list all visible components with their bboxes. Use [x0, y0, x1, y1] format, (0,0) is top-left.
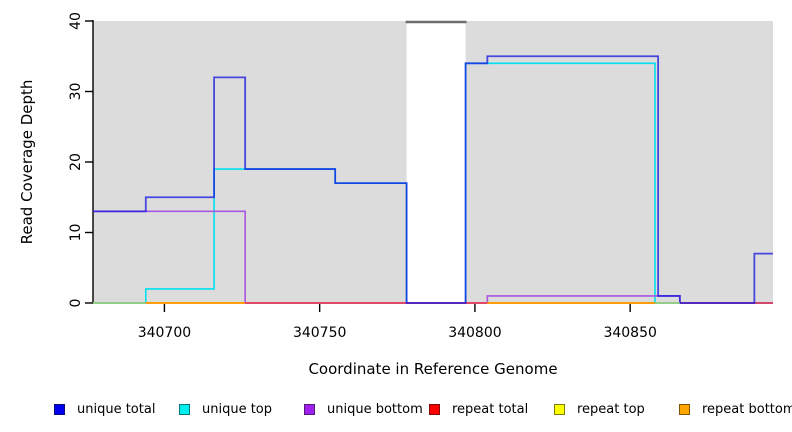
axes: 0 10 20 30 40 340700 340750 340800 340850	[68, 12, 657, 341]
chart-legend: unique total unique top unique bottom repea…	[0, 396, 792, 422]
legend-label: repeat bottom	[702, 401, 792, 417]
legend-swatch-icon	[54, 403, 65, 415]
legend-swatch-icon	[179, 403, 190, 415]
background-region	[93, 21, 407, 303]
y-tick-label: 30	[68, 83, 84, 101]
legend-swatch-icon	[554, 403, 565, 415]
legend-swatch-icon	[679, 403, 690, 415]
legend-item-unique-top: unique top	[179, 402, 304, 417]
legend-item-repeat-top: repeat top	[554, 402, 679, 417]
series-unique-total-line	[93, 55, 773, 304]
data-series	[93, 55, 773, 304]
legend-swatch-icon	[429, 403, 440, 415]
y-tick-label: 40	[68, 12, 84, 30]
y-axis-title: Read Coverage Depth	[18, 80, 36, 245]
y-tick-label: 10	[68, 224, 84, 242]
legend-label: unique bottom	[327, 401, 423, 417]
legend-item-unique-total: unique total	[54, 402, 179, 417]
x-tick-label: 340750	[293, 325, 346, 341]
legend-item-repeat-total: repeat total	[429, 402, 554, 417]
plot-background-regions	[93, 20, 773, 303]
legend-item-repeat-bottom: repeat bottom	[679, 402, 792, 417]
coverage-chart: 0 10 20 30 40 340700 340750 340800 340850 Coordi…	[18, 12, 773, 378]
legend-item-unique-bottom: unique bottom	[304, 402, 429, 417]
x-tick-label: 340850	[603, 325, 656, 341]
x-axis-title: Coordinate in Reference Genome	[308, 360, 557, 378]
legend-label: repeat top	[577, 401, 645, 417]
legend-label: unique top	[202, 401, 273, 417]
x-tick-label: 340700	[138, 325, 191, 341]
x-tick-label: 340800	[448, 325, 501, 341]
legend-label: repeat total	[452, 401, 529, 417]
legend-swatch-icon	[304, 403, 315, 415]
legend-label: unique total	[77, 401, 156, 417]
background-region	[465, 21, 773, 303]
y-tick-label: 0	[68, 299, 84, 308]
y-tick-label: 20	[68, 153, 84, 171]
